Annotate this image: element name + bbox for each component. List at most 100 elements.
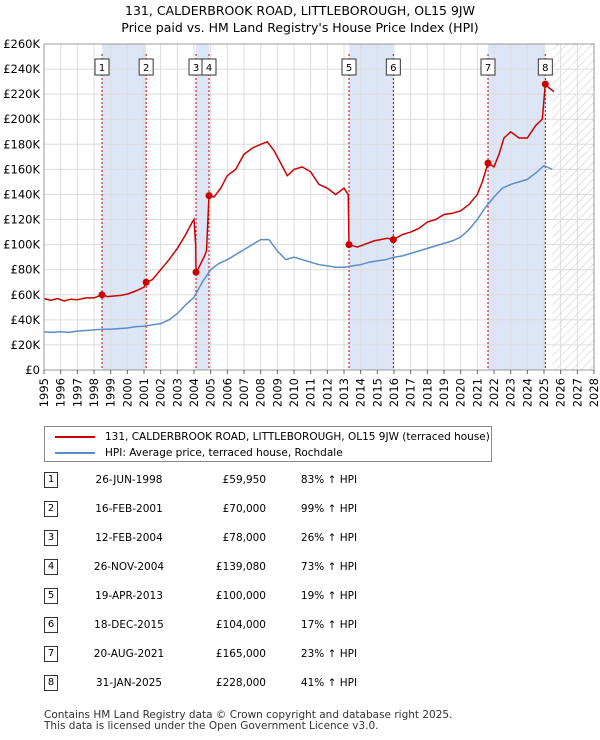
sale-number-label: 7 <box>485 63 491 74</box>
x-tick-label: 2012 <box>320 378 334 407</box>
x-tick-label: 2004 <box>187 378 201 407</box>
y-tick-label: £260K <box>3 37 40 51</box>
sale-number-badge: 3 <box>44 530 58 546</box>
x-tick-label: 2007 <box>237 378 251 407</box>
ownership-period-band <box>488 44 546 370</box>
sale-price: £100,000 <box>215 590 266 602</box>
chart-title: 131, CALDERBROOK ROAD, LITTLEBOROUGH, OL… <box>125 3 475 18</box>
ownership-period-band <box>349 44 394 370</box>
y-tick-label: £0 <box>25 363 40 377</box>
grid-lines <box>43 43 595 371</box>
sale-hpi-change: 73% ↑ HPI <box>300 561 358 573</box>
table-row: 1 26-JUN-1998 £59,950 83% ↑ HPI <box>44 472 464 490</box>
sale-number-badge: 8 <box>44 675 58 691</box>
chart-title-block: 131, CALDERBROOK ROAD, LITTLEBOROUGH, OL… <box>0 2 600 36</box>
x-tick-label: 2023 <box>504 378 518 407</box>
sale-date: 31-JAN-2025 <box>95 677 163 689</box>
x-tick-label: 2018 <box>420 378 434 407</box>
sale-price: £70,000 <box>222 503 266 515</box>
x-tick-label: 2016 <box>387 378 401 407</box>
sale-hpi-change: 41% ↑ HPI <box>300 677 358 689</box>
sale-date: 20-AUG-2021 <box>93 648 165 660</box>
footer-note: Contains HM Land Registry data © Crown c… <box>44 710 452 732</box>
sale-number-badge: 1 <box>44 472 58 488</box>
table-row: 8 31-JAN-2025 £228,000 41% ↑ HPI <box>44 675 464 693</box>
legend: 131, CALDERBROOK ROAD, LITTLEBOROUGH, OL… <box>44 426 492 462</box>
sale-hpi-change: 17% ↑ HPI <box>300 619 358 631</box>
x-tick-label: 1996 <box>54 378 68 407</box>
legend-item-property: 131, CALDERBROOK ROAD, LITTLEBOROUGH, OL… <box>55 429 490 445</box>
sale-hpi-change: 26% ↑ HPI <box>300 532 358 544</box>
footer-line-licence: This data is licensed under the Open Gov… <box>44 720 379 732</box>
x-tick-label: 1998 <box>87 378 101 407</box>
x-tick-label: 2019 <box>437 378 451 407</box>
plot-border <box>43 43 595 371</box>
sale-number-label: 1 <box>99 63 105 74</box>
legend-swatch-property <box>55 436 95 438</box>
x-tick-label: 2013 <box>337 378 351 407</box>
sale-point-marker <box>484 159 492 167</box>
forecast-hatch <box>552 44 594 370</box>
sale-price: £228,000 <box>215 677 266 689</box>
sale-number-badge: 2 <box>44 501 58 517</box>
sale-date: 18-DEC-2015 <box>94 619 164 631</box>
sale-number-badge: 4 <box>44 559 58 575</box>
footer-line-copyright: Contains HM Land Registry data © Crown c… <box>44 709 453 721</box>
sale-point-marker <box>389 236 397 244</box>
legend-item-hpi: HPI: Average price, terraced house, Roch… <box>55 445 343 461</box>
table-row: 7 20-AUG-2021 £165,000 23% ↑ HPI <box>44 646 464 664</box>
sale-date: 12-FEB-2004 <box>95 532 163 544</box>
x-tick-label: 2002 <box>154 378 168 407</box>
sale-point-marker <box>541 80 549 88</box>
sale-point-marker <box>192 268 200 276</box>
y-tick-label: £240K <box>3 62 40 76</box>
legend-swatch-hpi <box>55 452 95 454</box>
sale-hpi-change: 83% ↑ HPI <box>300 474 358 486</box>
sale-price: £104,000 <box>215 619 266 631</box>
sale-price: £139,080 <box>215 561 266 573</box>
sale-number-box <box>94 58 110 76</box>
x-tick-label: 2001 <box>137 378 151 407</box>
y-tick-label: £100K <box>3 238 40 252</box>
sale-number-box <box>138 58 154 76</box>
sale-hpi-change: 99% ↑ HPI <box>300 503 358 515</box>
sale-price: £165,000 <box>215 648 266 660</box>
sale-date: 26-NOV-2004 <box>93 561 165 573</box>
sale-number-label: 2 <box>143 63 149 74</box>
y-tick-label: £80K <box>11 263 41 277</box>
x-tick-label: 2014 <box>354 378 368 407</box>
sale-number-box <box>537 58 553 76</box>
sale-point-marker <box>205 192 213 200</box>
x-tick-label: 2017 <box>404 378 418 407</box>
x-tick-label: 2008 <box>254 378 268 407</box>
x-tick-label: 2010 <box>287 378 301 407</box>
table-row: 4 26-NOV-2004 £139,080 73% ↑ HPI <box>44 559 464 577</box>
sale-point-marker <box>98 291 106 299</box>
x-tick-label: 2024 <box>520 378 534 407</box>
sale-price: £59,950 <box>222 474 266 486</box>
sale-hpi-change: 19% ↑ HPI <box>300 590 358 602</box>
sale-number-box <box>385 58 401 76</box>
axes: £0 £20K £40K £60K £80K £100K £120K £140K £160K £1… <box>3 37 600 407</box>
sale-number-box <box>341 58 357 76</box>
y-tick-label: £200K <box>3 112 40 126</box>
x-tick-label: 2027 <box>570 378 584 407</box>
sale-date: 26-JUN-1998 <box>95 474 163 486</box>
sale-number-badge: 6 <box>44 617 58 633</box>
table-row: 2 16-FEB-2001 £70,000 99% ↑ HPI <box>44 501 464 519</box>
x-tick-label: 2022 <box>487 378 501 407</box>
x-tick-label: 2000 <box>120 378 134 407</box>
sale-number-label: 4 <box>206 63 212 74</box>
legend-label-hpi: HPI: Average price, terraced house, Roch… <box>105 447 343 459</box>
sale-number-box <box>201 58 217 76</box>
x-tick-label: 1999 <box>104 378 118 407</box>
legend-label-property: 131, CALDERBROOK ROAD, LITTLEBOROUGH, OL… <box>105 431 490 443</box>
x-tick-label: 2028 <box>587 378 600 407</box>
x-tick-label: 1997 <box>70 378 84 407</box>
y-tick-label: £60K <box>11 288 41 302</box>
y-tick-label: £220K <box>3 87 40 101</box>
series-lines <box>43 82 555 334</box>
table-row: 5 19-APR-2013 £100,000 19% ↑ HPI <box>44 588 464 606</box>
